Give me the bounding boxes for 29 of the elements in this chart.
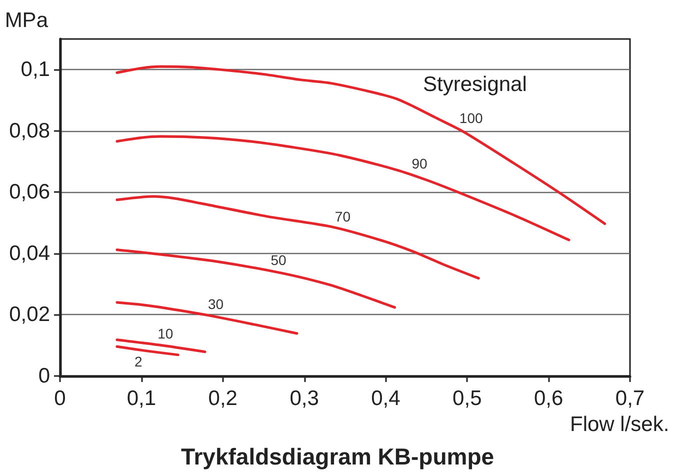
- series-label: 70: [334, 208, 351, 224]
- y-axis-title: MPa: [4, 9, 48, 32]
- x-tick-label: 0,4: [371, 387, 401, 410]
- series-label: 30: [208, 296, 224, 312]
- x-tick-label: 0,2: [208, 387, 238, 410]
- series-label: 90: [412, 156, 428, 172]
- annotation: Styresignal: [423, 72, 527, 96]
- line-series: [116, 135, 570, 242]
- y-tick-label: 0: [38, 364, 50, 388]
- line-series: [116, 248, 396, 309]
- x-tick-label: 0,5: [452, 387, 482, 410]
- x-tick-label: 0,1: [126, 387, 156, 410]
- x-tick-label: 0,7: [615, 387, 645, 410]
- x-tick-label: 0,6: [534, 387, 564, 410]
- y-tick-label: 0,04: [9, 242, 50, 265]
- x-tick-label: 0,3: [290, 387, 319, 410]
- text: Trykfaldsdiagram KB-pumpe: [180, 444, 494, 470]
- series-label: 100: [459, 110, 483, 126]
- y-tick-label: 0,08: [9, 119, 50, 142]
- x-tick-label: 0: [54, 387, 66, 410]
- series-label: 2: [134, 354, 142, 370]
- line-series: [116, 195, 480, 280]
- series-label: 10: [158, 326, 174, 342]
- line-series: [116, 65, 606, 226]
- y-tick-label: 0,1: [20, 58, 50, 82]
- series-label: 50: [270, 252, 287, 268]
- x-axis-title: Flow l/sek.: [570, 413, 670, 436]
- y-tick-label: 0,02: [9, 303, 50, 326]
- y-tick-label: 0,06: [9, 180, 50, 204]
